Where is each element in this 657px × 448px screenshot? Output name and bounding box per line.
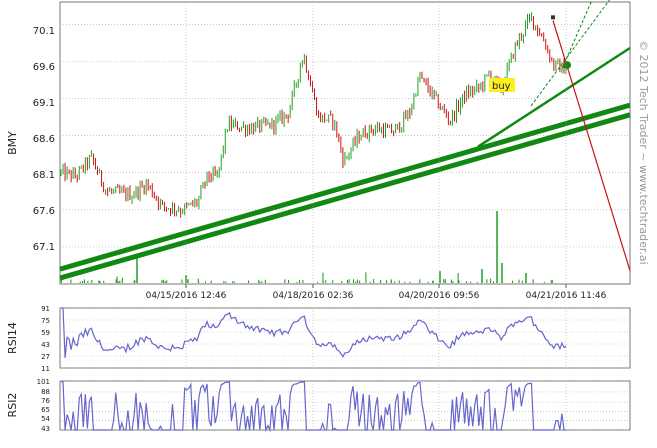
- rsi14-y-tick: 59: [41, 329, 50, 337]
- price-y-tick: 70.1: [33, 26, 55, 37]
- rsi14-line: [61, 307, 567, 359]
- x-axis-ticks: 04/15/2016 12:46 04/18/2016 02:36 04/20/…: [146, 291, 607, 301]
- signal-marker: [563, 61, 571, 70]
- rsi14-y-tick: 27: [41, 353, 50, 361]
- rsi2-y-tick: 101: [37, 378, 50, 386]
- price-y-tick: 67.1: [33, 242, 55, 253]
- rsi2-line: [61, 381, 566, 433]
- rsi2-y-tick: 88: [41, 388, 50, 396]
- rsi2-panel-frame: [59, 380, 631, 431]
- rsi14-gridlines: [60, 307, 630, 369]
- buy-annotation: buy: [489, 78, 515, 92]
- peak-marker: [551, 15, 555, 20]
- price-candles: [60, 12, 567, 218]
- rsi2-panel: 101 88 76 65 54 43 RSI2: [6, 378, 631, 433]
- rsi14-y-ticks: 91 75 59 43 27 11: [41, 305, 50, 373]
- rsi2-y-ticks: 101 88 76 65 54 43: [37, 378, 51, 433]
- rsi14-y-tick: 91: [41, 305, 50, 313]
- price-gridlines: [60, 23, 630, 248]
- rsi2-y-label: RSI2: [6, 393, 19, 418]
- price-y-tick: 69.1: [33, 98, 55, 109]
- rsi14-panel-frame: [59, 307, 631, 369]
- rsi2-y-tick: 54: [41, 415, 50, 423]
- price-y-label: BMY: [6, 131, 19, 155]
- x-tick-gridlines: [185, 2, 567, 430]
- price-panel: 70.1 69.6 69.1 68.6 68.1 67.6 67.1 BMY b…: [6, 0, 631, 301]
- rsi2-y-tick: 76: [41, 397, 50, 405]
- x-tick-label: 04/15/2016 12:46: [146, 291, 227, 301]
- x-tick-label: 04/21/2016 11:46: [526, 291, 607, 301]
- price-y-tick: 69.6: [33, 62, 55, 73]
- x-tick-label: 04/18/2016 02:36: [273, 291, 354, 301]
- watermark: © 2012 Tech Trader ~ www.techtrader.ai: [637, 40, 650, 265]
- rsi14-y-tick: 43: [41, 341, 50, 349]
- price-y-tick: 68.1: [33, 170, 55, 181]
- trendline-short: [477, 46, 631, 148]
- rsi14-y-tick: 75: [41, 317, 50, 325]
- price-panel-frame: [59, 1, 631, 285]
- buy-label-box: [489, 78, 515, 92]
- trend-lines: [59, 0, 631, 281]
- support-trendline: [59, 112, 631, 281]
- price-y-tick: 68.6: [33, 134, 55, 145]
- price-y-tick: 67.6: [33, 206, 55, 217]
- rsi2-y-tick: 65: [41, 406, 50, 414]
- x-tick-label: 04/20/2016 09:56: [399, 291, 480, 301]
- volume-bars: [60, 211, 553, 283]
- rsi14-y-label: RSI14: [6, 322, 19, 354]
- buy-label: buy: [492, 81, 511, 92]
- trendline-dashed: [530, 0, 611, 107]
- price-y-ticks: 70.1 69.6 69.1 68.6 68.1 67.6 67.1: [33, 26, 55, 253]
- support-trendline: [59, 102, 631, 272]
- rsi2-y-tick: 43: [41, 425, 50, 433]
- rsi14-panel: 91 75 59 43 27 11 RSI14: [6, 305, 631, 373]
- rsi14-y-tick: 11: [41, 365, 50, 373]
